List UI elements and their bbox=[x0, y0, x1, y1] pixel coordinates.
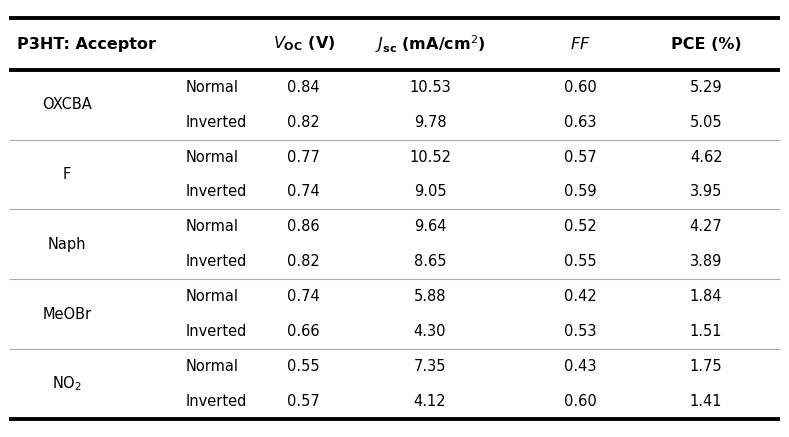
Text: 0.57: 0.57 bbox=[563, 149, 596, 165]
Text: Normal: Normal bbox=[185, 149, 238, 165]
Text: 0.82: 0.82 bbox=[287, 254, 320, 269]
Text: 0.74: 0.74 bbox=[287, 184, 320, 199]
Text: 3.95: 3.95 bbox=[690, 184, 723, 199]
Text: 0.42: 0.42 bbox=[563, 289, 596, 304]
Text: 0.55: 0.55 bbox=[563, 254, 596, 269]
Text: 0.55: 0.55 bbox=[287, 359, 320, 374]
Text: 0.57: 0.57 bbox=[287, 394, 320, 409]
Text: 9.64: 9.64 bbox=[413, 219, 447, 234]
Text: 0.60: 0.60 bbox=[563, 80, 596, 95]
Text: Naph: Naph bbox=[48, 237, 86, 252]
Text: P3HT: Acceptor: P3HT: Acceptor bbox=[17, 37, 156, 52]
Text: Inverted: Inverted bbox=[185, 254, 247, 269]
Text: 0.63: 0.63 bbox=[563, 115, 596, 130]
Text: Normal: Normal bbox=[185, 289, 238, 304]
Text: 10.52: 10.52 bbox=[409, 149, 451, 165]
Text: OXCBA: OXCBA bbox=[42, 97, 92, 112]
Text: Inverted: Inverted bbox=[185, 184, 247, 199]
Text: 0.43: 0.43 bbox=[563, 359, 596, 374]
Text: 5.05: 5.05 bbox=[690, 115, 723, 130]
Text: 4.12: 4.12 bbox=[413, 394, 447, 409]
Text: 3.89: 3.89 bbox=[690, 254, 723, 269]
Text: 0.59: 0.59 bbox=[563, 184, 596, 199]
Text: 10.53: 10.53 bbox=[409, 80, 451, 95]
Text: 1.51: 1.51 bbox=[690, 324, 723, 339]
Text: 7.35: 7.35 bbox=[413, 359, 447, 374]
Text: 0.82: 0.82 bbox=[287, 115, 320, 130]
Text: 8.65: 8.65 bbox=[413, 254, 447, 269]
Text: Inverted: Inverted bbox=[185, 115, 247, 130]
Text: 0.66: 0.66 bbox=[287, 324, 320, 339]
Text: $V_\mathregular{OC}$ (V): $V_\mathregular{OC}$ (V) bbox=[273, 35, 335, 53]
Text: 4.30: 4.30 bbox=[413, 324, 447, 339]
Text: 5.29: 5.29 bbox=[690, 80, 723, 95]
Text: 5.88: 5.88 bbox=[413, 289, 447, 304]
Text: 1.41: 1.41 bbox=[690, 394, 723, 409]
Text: Inverted: Inverted bbox=[185, 394, 247, 409]
Text: $J_\mathregular{sc}$ (mA/cm$^2$): $J_\mathregular{sc}$ (mA/cm$^2$) bbox=[375, 33, 485, 55]
Text: MeOBr: MeOBr bbox=[43, 306, 92, 322]
Text: PCE (%): PCE (%) bbox=[671, 37, 742, 52]
Text: 0.86: 0.86 bbox=[287, 219, 320, 234]
Text: F: F bbox=[63, 167, 71, 182]
Text: 0.60: 0.60 bbox=[563, 394, 596, 409]
Text: 1.75: 1.75 bbox=[690, 359, 723, 374]
Text: 0.74: 0.74 bbox=[287, 289, 320, 304]
Text: 0.52: 0.52 bbox=[563, 219, 596, 234]
Text: 0.53: 0.53 bbox=[563, 324, 596, 339]
Text: 0.77: 0.77 bbox=[287, 149, 320, 165]
Text: Inverted: Inverted bbox=[185, 324, 247, 339]
Text: Normal: Normal bbox=[185, 359, 238, 374]
Text: Normal: Normal bbox=[185, 219, 238, 234]
Text: 1.84: 1.84 bbox=[690, 289, 723, 304]
Text: 9.78: 9.78 bbox=[413, 115, 447, 130]
Text: 0.84: 0.84 bbox=[287, 80, 320, 95]
Text: 9.05: 9.05 bbox=[413, 184, 447, 199]
Text: 4.27: 4.27 bbox=[690, 219, 723, 234]
Text: 4.62: 4.62 bbox=[690, 149, 723, 165]
Text: $\mathit{FF}$: $\mathit{FF}$ bbox=[570, 36, 590, 52]
Text: NO$_2$: NO$_2$ bbox=[52, 375, 82, 393]
Text: Normal: Normal bbox=[185, 80, 238, 95]
